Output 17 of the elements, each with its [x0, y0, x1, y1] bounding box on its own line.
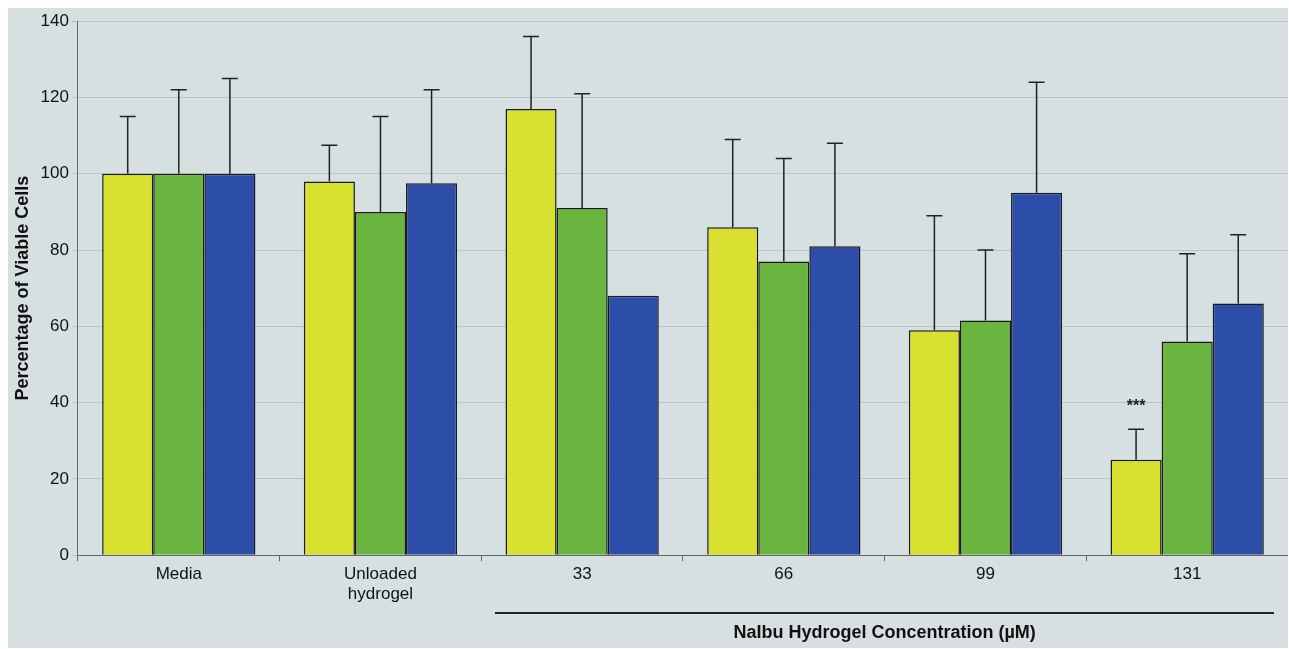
x-tick-label: 131 [1172, 564, 1202, 584]
y-tick-label: 100 [40, 163, 69, 183]
y-tick-label: 120 [40, 87, 69, 107]
annotation: *** [1126, 397, 1147, 415]
x-axis-title: NaIbu Hydrogel Concentration (µM) [732, 622, 1037, 643]
x-tick-label: 66 [774, 564, 794, 584]
y-tick-label: 80 [50, 239, 69, 259]
y-tick-label: 20 [50, 468, 69, 488]
y-tick-label: 140 [40, 10, 69, 30]
x-tick-label: Media [155, 564, 203, 584]
x-tick-label: 99 [976, 564, 995, 584]
x-tick-label: 33 [572, 564, 592, 584]
y-axis-title: Percentage of Viable Cells [11, 175, 32, 401]
y-tick-label: 40 [50, 392, 69, 412]
y-tick-label: 60 [50, 316, 69, 336]
x-tick-label: Unloaded hydrogel [344, 564, 417, 604]
y-tick-label: 0 [59, 544, 69, 564]
